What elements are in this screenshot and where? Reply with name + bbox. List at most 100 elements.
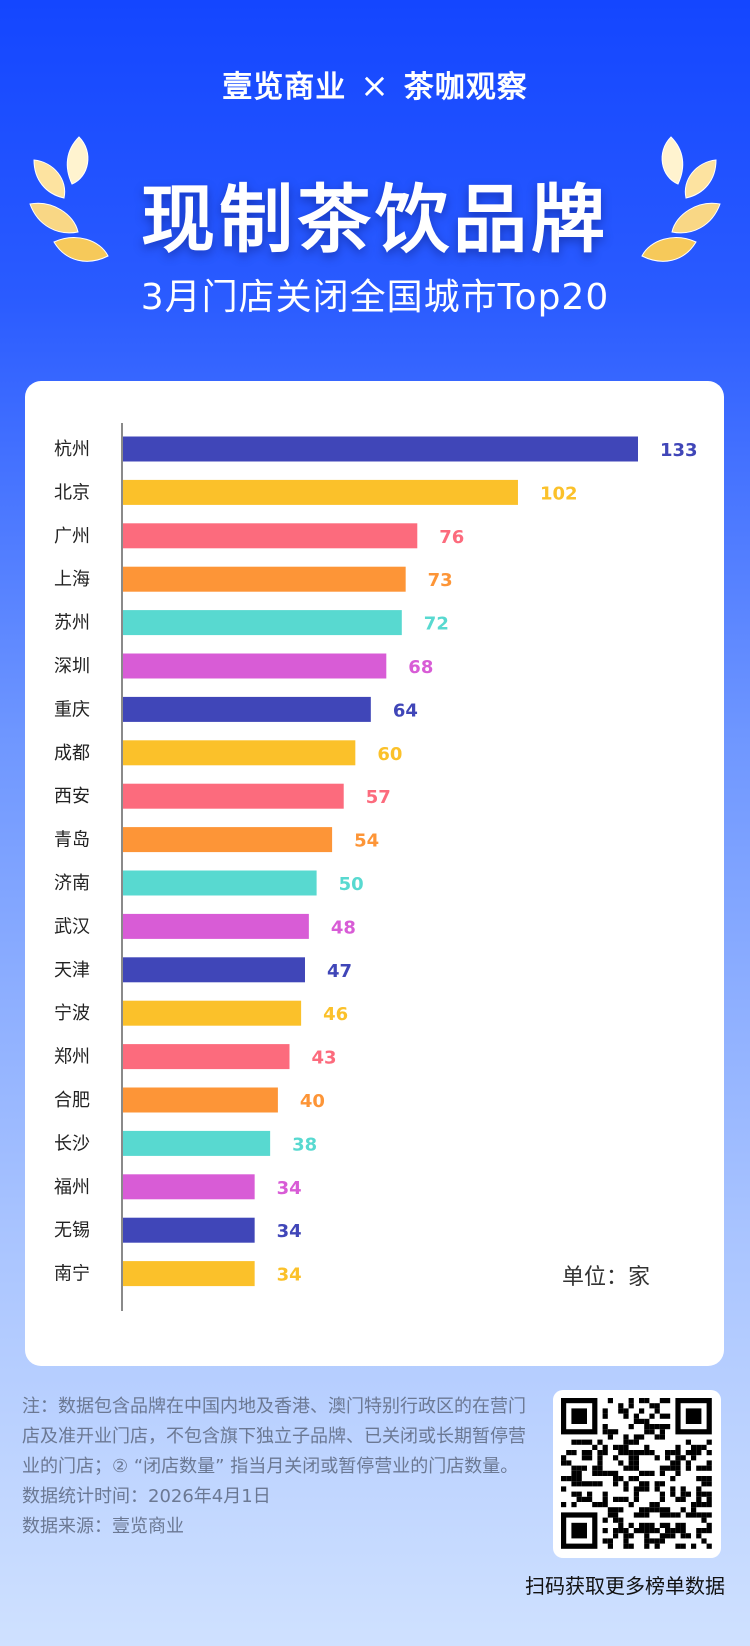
category-label: 南宁 (54, 1264, 90, 1285)
value-label: 46 (323, 1004, 348, 1025)
qr-code[interactable] (553, 1390, 721, 1558)
qr-module (628, 1398, 634, 1404)
qr-module (644, 1538, 650, 1544)
category-label: 深圳 (54, 656, 90, 677)
qr-module (633, 1496, 639, 1502)
qr-module (633, 1476, 639, 1482)
qr-module (649, 1528, 655, 1534)
qr-module (607, 1543, 613, 1549)
qr-module (587, 1450, 593, 1456)
category-label: 宁波 (54, 1003, 90, 1024)
qr-module (587, 1455, 593, 1461)
qr-module (607, 1434, 613, 1440)
category-label: 济南 (54, 873, 90, 894)
qr-module (628, 1465, 634, 1471)
qr-module (602, 1517, 608, 1523)
qr-module (628, 1502, 634, 1508)
qr-module (680, 1533, 686, 1539)
qr-module (706, 1481, 712, 1487)
qr-module (633, 1512, 639, 1518)
qr-module (613, 1507, 619, 1513)
qr-module (581, 1450, 587, 1456)
qr-module (696, 1533, 702, 1539)
qr-module (576, 1491, 582, 1497)
value-label: 73 (428, 570, 453, 591)
qr-module (659, 1512, 665, 1518)
value-label: 72 (424, 614, 449, 635)
value-label: 57 (366, 787, 391, 808)
qr-module (675, 1465, 681, 1471)
category-label: 长沙 (54, 1133, 90, 1154)
qr-module (618, 1517, 624, 1523)
qr-module (665, 1455, 671, 1461)
qr-module (644, 1481, 650, 1487)
qr-module (613, 1533, 619, 1539)
category-label: 北京 (54, 482, 90, 503)
bar (123, 436, 638, 462)
qr-module (644, 1424, 650, 1430)
qr-module (561, 1455, 567, 1461)
qr-module (623, 1413, 629, 1419)
qr-module (701, 1491, 707, 1497)
qr-module (696, 1502, 702, 1508)
value-label: 47 (327, 961, 352, 982)
qr-module (602, 1528, 608, 1534)
qr-module (597, 1470, 603, 1476)
qr-module (659, 1533, 665, 1539)
qr-module (701, 1481, 707, 1487)
qr-module (623, 1450, 629, 1456)
qr-module (680, 1486, 686, 1492)
qr-module (659, 1507, 665, 1513)
qr-module (665, 1507, 671, 1513)
qr-module (613, 1512, 619, 1518)
qr-module (644, 1486, 650, 1492)
qr-module (571, 1465, 577, 1471)
qr-module (587, 1496, 593, 1502)
page-subtitle: 3月门店关闭全国城市Top20 (140, 277, 610, 318)
value-label: 102 (540, 483, 578, 504)
qr-module (675, 1444, 681, 1450)
value-label: 68 (408, 657, 433, 678)
qr-module (654, 1502, 660, 1508)
qr-module (706, 1522, 712, 1528)
category-label: 西安 (54, 786, 90, 807)
qr-module (639, 1470, 645, 1476)
qr-module (701, 1502, 707, 1508)
qr-module (566, 1450, 572, 1456)
qr-module (649, 1450, 655, 1456)
qr-module (680, 1455, 686, 1461)
value-label: 34 (277, 1178, 302, 1199)
qr-module (618, 1450, 624, 1456)
qr-module (685, 1450, 691, 1456)
qr-module (618, 1507, 624, 1513)
bar (123, 913, 309, 939)
qr-module (623, 1444, 629, 1450)
qr-module (706, 1512, 712, 1518)
qr-module (654, 1528, 660, 1534)
value-label: 133 (660, 440, 698, 461)
qr-module (581, 1455, 587, 1461)
laurel-right-icon (641, 136, 721, 262)
value-label: 48 (331, 917, 356, 938)
qr-module (618, 1460, 624, 1466)
qr-module (670, 1491, 676, 1497)
qr-module (623, 1481, 629, 1487)
qr-module (623, 1496, 629, 1502)
value-label: 40 (300, 1091, 325, 1112)
qr-module (587, 1491, 593, 1497)
qr-module (659, 1522, 665, 1528)
qr-module (602, 1470, 608, 1476)
qr-module (701, 1517, 707, 1523)
qr-module (592, 1470, 598, 1476)
bar (123, 653, 387, 679)
qr-module (607, 1507, 613, 1513)
qr-module (706, 1543, 712, 1549)
qr-module (665, 1424, 671, 1430)
value-label: 34 (277, 1221, 302, 1242)
qr-module (592, 1465, 598, 1471)
qr-module (659, 1398, 665, 1404)
brand-row: 壹览商业 × 茶咖观察 (0, 62, 750, 106)
qr-module (623, 1528, 629, 1534)
qr-module (649, 1538, 655, 1544)
qr-module (639, 1481, 645, 1487)
